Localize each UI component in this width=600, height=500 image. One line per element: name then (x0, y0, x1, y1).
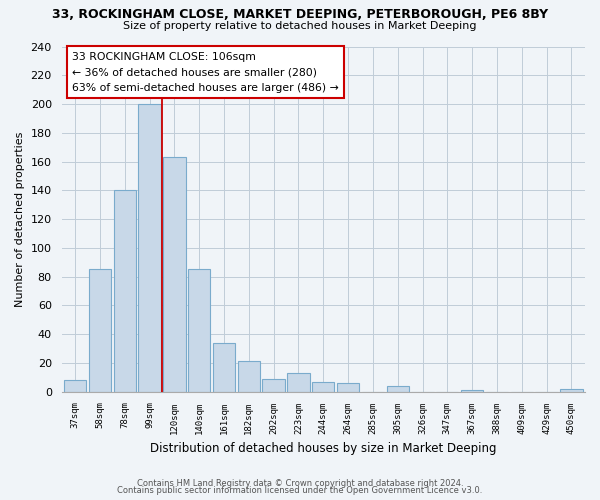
Bar (287, 373, 310, 392)
Bar (560, 389, 583, 392)
Bar (139, 104, 161, 392)
Bar (213, 343, 235, 392)
Bar (188, 270, 211, 392)
Bar (461, 390, 483, 392)
Text: 33 ROCKINGHAM CLOSE: 106sqm
← 36% of detached houses are smaller (280)
63% of se: 33 ROCKINGHAM CLOSE: 106sqm ← 36% of det… (72, 52, 339, 93)
Text: Contains public sector information licensed under the Open Government Licence v3: Contains public sector information licen… (118, 486, 482, 495)
Bar (262, 378, 285, 392)
Bar (386, 386, 409, 392)
Bar (163, 157, 185, 392)
Text: Size of property relative to detached houses in Market Deeping: Size of property relative to detached ho… (123, 21, 477, 31)
Text: Contains HM Land Registry data © Crown copyright and database right 2024.: Contains HM Land Registry data © Crown c… (137, 478, 463, 488)
Text: 33, ROCKINGHAM CLOSE, MARKET DEEPING, PETERBOROUGH, PE6 8BY: 33, ROCKINGHAM CLOSE, MARKET DEEPING, PE… (52, 8, 548, 20)
X-axis label: Distribution of detached houses by size in Market Deeping: Distribution of detached houses by size … (150, 442, 497, 455)
Bar (312, 382, 334, 392)
Y-axis label: Number of detached properties: Number of detached properties (15, 132, 25, 307)
Bar (337, 383, 359, 392)
Bar (89, 270, 111, 392)
Bar (64, 380, 86, 392)
Bar (113, 190, 136, 392)
Bar (238, 362, 260, 392)
